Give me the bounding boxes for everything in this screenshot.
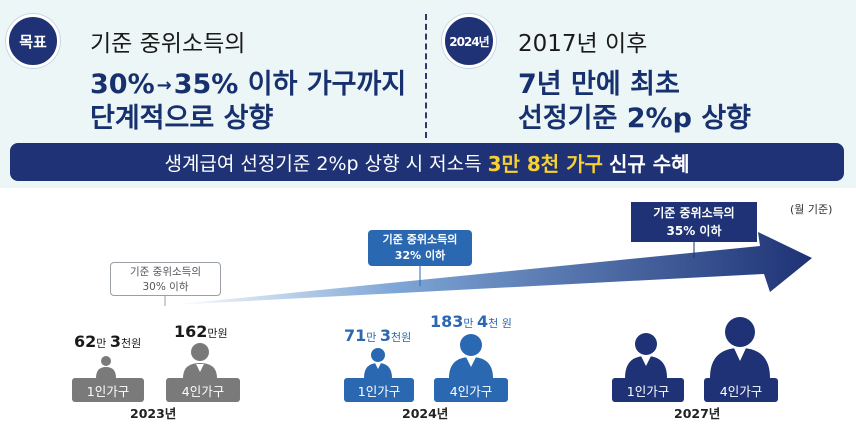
amount-2023-single: 62만 3천원 (74, 332, 142, 351)
banner-prefix: 생계급여 선정기준 2%p 상향 시 저소득 (164, 152, 482, 175)
trend-arrow (170, 232, 812, 305)
summary-banner: 생계급여 선정기준 2%p 상향 시 저소득 3만 8천 가구 신규 수혜 (10, 143, 844, 181)
year-2024-badge: 2024년 (442, 14, 496, 68)
criteria-2023-line1: 기준 중위소득의 (130, 266, 201, 278)
goal-headline-line1: 30% →35% 이하 가구까지 (90, 62, 406, 101)
right-arrow-icon: → (156, 75, 172, 96)
y2024-subtitle: 2017년 이후 (518, 31, 648, 57)
goal-from: 30% (90, 69, 155, 100)
criteria-box-2023: 기준 중위소득의 30% 이하 (110, 262, 221, 296)
banner-highlight: 3만 8천 가구 (487, 151, 603, 176)
year-2024: 2024년 (402, 406, 449, 421)
goal-subtitle: 기준 중위소득의 (90, 31, 246, 57)
person-icon (96, 356, 116, 378)
panel-divider (425, 14, 427, 138)
tag-2027-four: 4인가구 (704, 378, 778, 402)
amount-2024-four: 183만 4천 원 (430, 312, 512, 331)
person-icon (625, 333, 667, 378)
tag-2023-four: 4인가구 (166, 378, 240, 402)
goal-badge: 목표 (6, 14, 60, 68)
person-icon (364, 348, 392, 378)
amount-2024-single: 71만 3천원 (344, 326, 412, 345)
tag-2023-single: 1인가구 (72, 378, 144, 402)
criteria-box-2024: 기준 중위소득의 32% 이하 (368, 230, 472, 266)
year-2023: 2023년 (130, 406, 177, 421)
person-icon (710, 317, 770, 378)
amount-2023-four: 162만원 (174, 322, 228, 341)
criteria-2024-line2: 32% 이하 (394, 249, 446, 262)
unit-note: (월 기준) (790, 203, 833, 216)
y2024-headline-line1: 7년 만에 최초 (518, 69, 680, 100)
goal-to: 35% 이하 가구까지 (173, 69, 407, 100)
criteria-2023-line2: 30% 이하 (142, 281, 189, 293)
banner-suffix: 신규 수혜 (608, 151, 690, 176)
criteria-box-2027: 기준 중위소득의 35% 이하 (631, 202, 757, 242)
person-icon (449, 334, 493, 378)
tag-2024-four: 4인가구 (434, 378, 508, 402)
y2024-headline-line2: 선정기준 2%p 상향 (518, 103, 752, 134)
criteria-2027-line2: 35% 이하 (666, 224, 722, 238)
person-icon (183, 343, 217, 378)
goal-headline-line2: 단계적으로 상향 (90, 103, 274, 134)
criteria-2027-line1: 기준 중위소득의 (653, 206, 735, 220)
tag-2027-single: 1인가구 (612, 378, 684, 402)
year-2027: 2027년 (674, 406, 721, 421)
criteria-2024-line1: 기준 중위소득의 (382, 233, 458, 246)
tag-2024-single: 1인가구 (344, 378, 414, 402)
